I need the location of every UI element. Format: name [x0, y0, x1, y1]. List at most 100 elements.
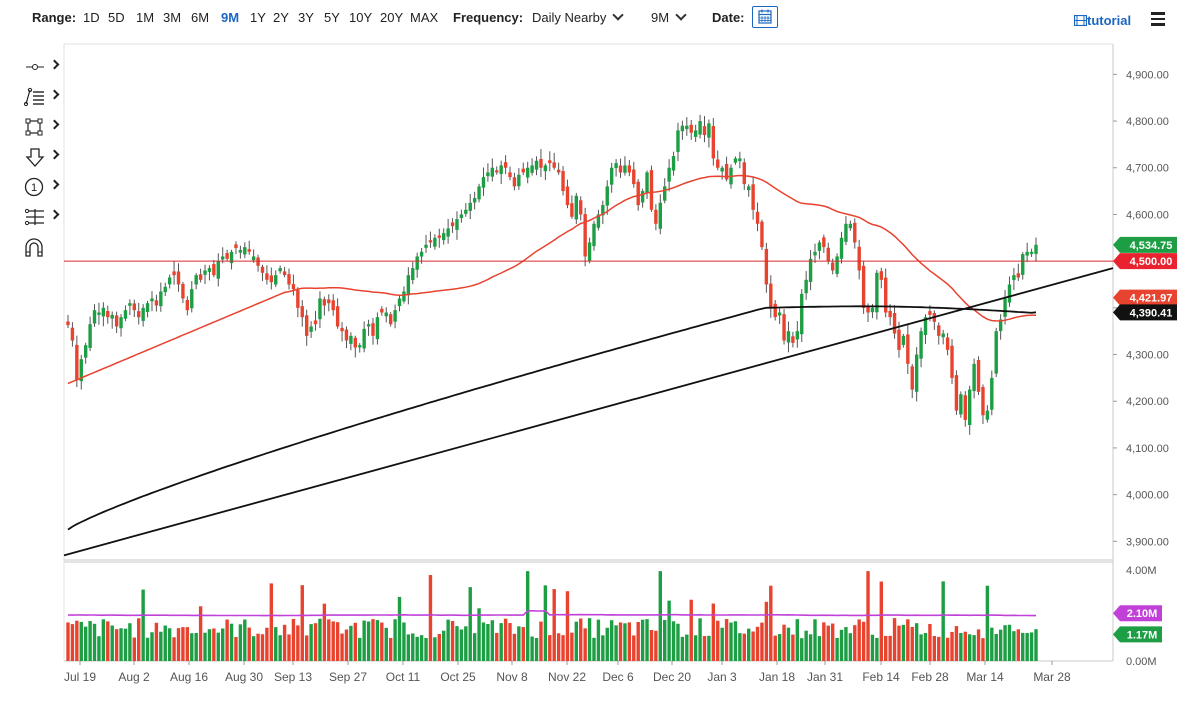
- volume-bar: [627, 622, 632, 661]
- range-label: Range:: [32, 10, 77, 25]
- volume-bar: [318, 618, 322, 661]
- candle-body: [733, 158, 738, 163]
- frequency-dropdown[interactable]: Daily Nearby: [532, 9, 625, 26]
- volume-bar: [83, 626, 88, 661]
- range-button-1y[interactable]: 1Y: [250, 10, 266, 25]
- candle-body: [760, 221, 764, 248]
- volume-bar: [141, 589, 145, 661]
- candle-body: [66, 321, 70, 326]
- range-button-20y[interactable]: 20Y: [380, 10, 404, 25]
- tutorial-link[interactable]: tutorial: [1073, 13, 1131, 28]
- volume-bar: [176, 628, 181, 661]
- shapes-tool-button[interactable]: [22, 116, 62, 138]
- volume-bar: [194, 632, 198, 661]
- volume-bar: [282, 624, 287, 661]
- volume-bar: [596, 619, 601, 661]
- candle-body: [260, 266, 265, 273]
- candle-body: [1007, 284, 1012, 303]
- volume-bar: [667, 600, 671, 661]
- trend-lines-tool-button[interactable]: [22, 86, 62, 108]
- range-button-10y[interactable]: 10Y: [349, 10, 373, 25]
- x-tick-label: Oct 25: [440, 670, 476, 684]
- range-button-3y[interactable]: 3Y: [298, 10, 314, 25]
- range-button-5d[interactable]: 5D: [108, 10, 125, 25]
- volume-bar: [769, 585, 773, 661]
- volume-bar: [870, 634, 875, 661]
- volume-bar: [331, 621, 335, 661]
- candle-body: [826, 247, 830, 262]
- candle-body: [959, 394, 963, 415]
- candle-body: [349, 335, 353, 344]
- candle-body: [950, 345, 954, 378]
- candle-body: [941, 333, 945, 338]
- candle-body: [835, 256, 839, 274]
- volume-bar: [923, 632, 928, 661]
- range-button-max[interactable]: MAX: [410, 10, 439, 25]
- counter-tool-button[interactable]: 1: [22, 176, 62, 198]
- range-button-3m[interactable]: 3M: [163, 10, 182, 25]
- candle-body: [769, 283, 773, 308]
- candle-body: [751, 184, 755, 210]
- volume-bar: [132, 637, 137, 661]
- volume-label-badge: [1113, 605, 1162, 622]
- calendar-icon: [758, 9, 772, 24]
- volume-bar: [291, 619, 296, 661]
- volume-bar: [601, 635, 605, 661]
- candle-body: [340, 327, 344, 332]
- range-button-5y[interactable]: 5Y: [324, 10, 340, 25]
- volume-bar: [128, 623, 132, 661]
- film-icon: [1073, 14, 1088, 27]
- candle-body: [287, 274, 291, 285]
- candle-body: [605, 186, 609, 206]
- candle-body: [353, 337, 358, 348]
- candle-body: [247, 249, 251, 252]
- candle-body: [636, 181, 640, 206]
- candle-body: [282, 271, 287, 276]
- price-label-badge: [1113, 236, 1177, 253]
- candle-body: [450, 222, 455, 227]
- volume-bar: [623, 623, 627, 661]
- candle-body: [632, 169, 636, 185]
- crosshair-tool-button[interactable]: [22, 56, 62, 78]
- range-button-6m[interactable]: 6M: [191, 10, 210, 25]
- candle-body: [897, 329, 901, 350]
- volume-bar: [172, 637, 176, 661]
- candle-body: [415, 256, 419, 270]
- candle-body: [207, 268, 212, 272]
- candle-body: [119, 317, 123, 329]
- candle-body: [300, 306, 304, 318]
- volume-tick-label: 0.00M: [1126, 656, 1157, 668]
- volume-bar: [406, 634, 411, 661]
- date-picker-button[interactable]: [752, 6, 778, 28]
- magnet-tool-button[interactable]: [22, 236, 62, 258]
- volume-bar: [786, 627, 791, 661]
- period-dropdown[interactable]: 9M: [651, 9, 687, 26]
- candle-body: [481, 177, 486, 188]
- volume-bar: [990, 627, 994, 661]
- volume-bar: [614, 625, 618, 661]
- candle-body: [388, 314, 393, 325]
- candle-body: [773, 303, 777, 318]
- range-button-1d[interactable]: 1D: [83, 10, 100, 25]
- volume-bar: [154, 622, 159, 661]
- candle-body: [83, 345, 88, 358]
- fibonacci-tool-button[interactable]: [22, 206, 62, 228]
- candle-body: [459, 214, 464, 218]
- volume-bar: [163, 625, 167, 661]
- range-button-1m[interactable]: 1M: [136, 10, 155, 25]
- range-button-2y[interactable]: 2Y: [273, 10, 289, 25]
- volume-bar: [548, 635, 552, 661]
- candle-body: [141, 307, 145, 321]
- volume-bar: [1016, 629, 1021, 661]
- volume-bar: [888, 635, 892, 661]
- volume-bar: [963, 631, 967, 661]
- volume-bar: [70, 624, 75, 661]
- arrow-tool-button[interactable]: [22, 146, 62, 168]
- volume-bar: [106, 621, 110, 661]
- range-button-9m[interactable]: 9M: [221, 10, 240, 25]
- volume-bar: [773, 635, 777, 661]
- hamburger-menu-icon[interactable]: [1151, 12, 1165, 29]
- candle-body: [181, 283, 185, 299]
- volume-bar: [848, 633, 853, 661]
